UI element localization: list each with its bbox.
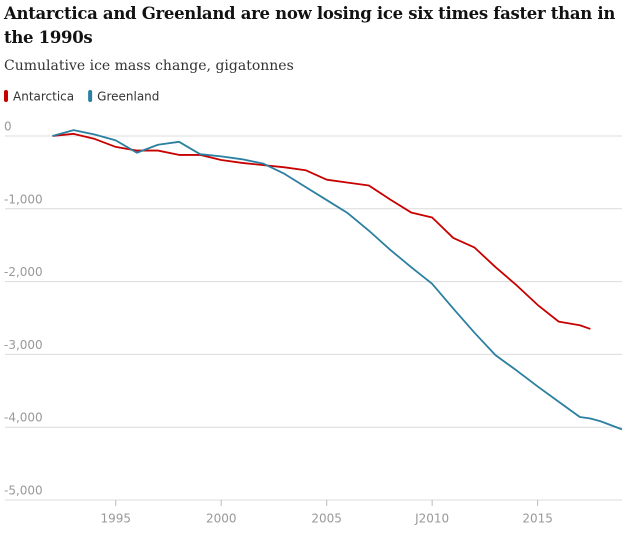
y-tick-label: -2,000 xyxy=(4,265,43,279)
x-tick-label: 1995 xyxy=(100,512,131,526)
y-tick-label: -4,000 xyxy=(4,411,43,425)
legend-swatch xyxy=(4,90,8,102)
legend-swatch xyxy=(88,90,93,102)
y-tick-label: -1,000 xyxy=(4,192,43,206)
x-tick-label: 2005 xyxy=(311,512,342,526)
x-tick-label: 2015 xyxy=(522,512,553,526)
y-tick-label: 0 xyxy=(4,120,12,134)
x-tick-label: 2000 xyxy=(206,512,237,526)
legend: Antarctica Greenland xyxy=(4,90,159,104)
series-line xyxy=(52,129,623,431)
chart-subtitle: Cumulative ice mass change, gigatonnes xyxy=(4,58,294,74)
chart-title: Antarctica and Greenland are now losing … xyxy=(4,4,616,47)
series-line xyxy=(52,132,591,330)
legend-label: Antarctica xyxy=(13,90,74,104)
y-tick-label: -5,000 xyxy=(4,484,43,498)
y-tick-label: -3,000 xyxy=(4,338,43,352)
legend-label: Greenland xyxy=(97,90,159,104)
x-tick-label: J2010 xyxy=(414,512,449,526)
